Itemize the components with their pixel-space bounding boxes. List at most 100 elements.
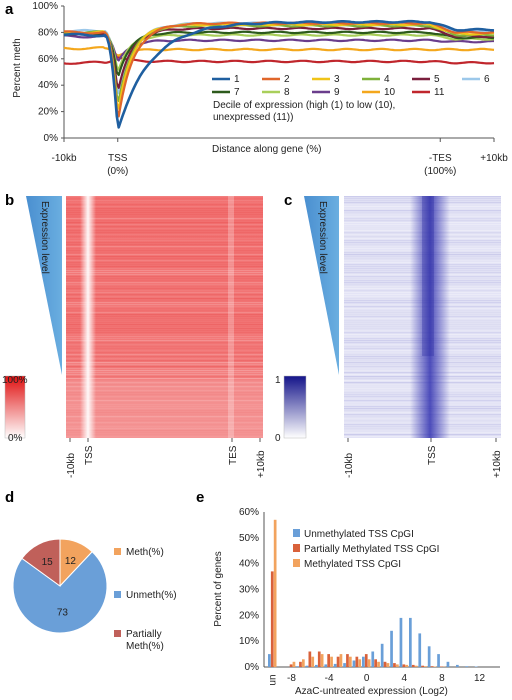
panel-e-bar bbox=[409, 617, 412, 667]
panel-a-plot bbox=[63, 6, 495, 142]
panel-e-ytick: 30% bbox=[239, 585, 259, 596]
panel-a-legend-label: 3 bbox=[334, 74, 340, 85]
panel-e-bar bbox=[339, 654, 343, 667]
panel-e-ytick: 20% bbox=[239, 610, 259, 621]
panel-e-bar bbox=[465, 666, 469, 667]
panel-e-bar bbox=[273, 519, 277, 668]
panel-e-xtick: -4 bbox=[325, 673, 334, 684]
panel-e-bar bbox=[270, 571, 274, 667]
panel-a-xlabel: Distance along gene (%) bbox=[212, 144, 322, 155]
panel-a-legend-label: 10 bbox=[384, 87, 396, 98]
panel-a-legend-label: 5 bbox=[434, 74, 440, 85]
panel-a-legend-label: 1 bbox=[234, 74, 240, 85]
panel-b-xtick-1: -10kb bbox=[66, 453, 77, 478]
panel-e-bar bbox=[364, 654, 368, 667]
panel-a-ylabel: Percent meth bbox=[12, 38, 23, 97]
panel-b-scale-min: 0% bbox=[8, 433, 23, 444]
panel-e-bar bbox=[355, 656, 359, 667]
panel-e-bar bbox=[396, 664, 399, 667]
panel-e-bar bbox=[405, 664, 409, 667]
panel-label-c: c bbox=[284, 192, 292, 209]
panel-a-ytick: 40% bbox=[38, 80, 58, 91]
panel-e-bar bbox=[424, 666, 427, 667]
panel-e-bar bbox=[399, 617, 403, 667]
panel-a-series-line-11 bbox=[63, 55, 495, 65]
panel-a-xtick: +10kb bbox=[480, 153, 508, 164]
panel-b-tes-band bbox=[228, 196, 234, 438]
panel-e-bar bbox=[327, 654, 330, 667]
panel-e-bar bbox=[402, 664, 406, 667]
panel-a-legend: 1 2 3 4 5 6 7 8 9 10 11 bbox=[212, 74, 490, 98]
panel-e-xtick: un bbox=[268, 674, 279, 685]
panel-e-bar bbox=[336, 656, 340, 667]
panel-e-bar bbox=[393, 663, 396, 667]
panel-a-legend-label: 2 bbox=[284, 74, 290, 85]
panel-d-pie: 12 73 15 bbox=[12, 538, 108, 634]
panel-d-slice bbox=[12, 551, 108, 634]
panel-a-xtick-sub: (100%) bbox=[424, 166, 456, 177]
panel-e-bar bbox=[320, 654, 324, 667]
panel-d-slice-label: 12 bbox=[65, 556, 77, 567]
panel-e-legend-label: Unmethylated TSS CpGI bbox=[304, 529, 414, 540]
panel-c-tss-band bbox=[410, 196, 450, 438]
panel-b-xtick-3: TES bbox=[228, 445, 239, 465]
panel-c-scale-max: 1 bbox=[275, 375, 281, 386]
panel-e-ytick: 50% bbox=[239, 533, 259, 544]
panel-a-ytick: 60% bbox=[38, 54, 58, 65]
panel-a-series-line-7 bbox=[63, 30, 495, 77]
panel-a-legend-caption-2: unexpressed (11)) bbox=[213, 112, 293, 123]
panel-e-bar bbox=[421, 665, 424, 667]
panel-a-series-line-3 bbox=[63, 22, 495, 110]
panel-e-legend-swatch bbox=[293, 529, 300, 537]
panel-e-bar bbox=[311, 656, 315, 667]
panel-a-ytick: 0% bbox=[44, 133, 59, 144]
panel-e-bar bbox=[292, 661, 296, 667]
panel-b-color-scale bbox=[4, 375, 26, 439]
panel-e-bar bbox=[352, 660, 356, 667]
panel-a-series-lines bbox=[63, 19, 495, 129]
panel-a-legend-label: 7 bbox=[234, 87, 240, 98]
panel-b-heatmap bbox=[66, 196, 263, 438]
panel-d-legend-swatch bbox=[114, 630, 121, 637]
panel-e-ylabel: Percent of genes bbox=[213, 551, 224, 627]
panel-label-b: b bbox=[5, 192, 14, 209]
panel-e-bar bbox=[371, 651, 375, 667]
panel-e-bar bbox=[456, 664, 459, 667]
panel-e-bar bbox=[302, 659, 305, 668]
panel-a-yticks: 0% 20% 40% 60% 80% 100% bbox=[32, 1, 64, 144]
panel-e-legend-label: Methylated TSS CpGI bbox=[304, 559, 401, 570]
panel-label-d: d bbox=[5, 489, 14, 506]
panel-e-bar bbox=[411, 664, 415, 667]
panel-c-heatmap bbox=[344, 196, 501, 438]
panel-e-bar bbox=[383, 661, 387, 667]
panel-e-xtick: -8 bbox=[287, 673, 296, 684]
panel-e-xtick: 8 bbox=[439, 673, 445, 684]
panel-e-xtick: 12 bbox=[474, 673, 486, 684]
panel-e-bar bbox=[315, 664, 318, 667]
panel-e-bar bbox=[440, 666, 443, 667]
panel-e-xlabel: AzaC-untreated expression (Log2) bbox=[295, 686, 448, 697]
panel-e-bar bbox=[362, 656, 365, 667]
panel-a-legend-label: 8 bbox=[284, 87, 290, 98]
panel-a-legend-label: 6 bbox=[484, 74, 490, 85]
panel-e-bar bbox=[374, 659, 377, 668]
panel-e-bar bbox=[289, 664, 293, 667]
panel-a-series-line-1 bbox=[63, 19, 495, 129]
panel-e-ytick: 40% bbox=[239, 559, 259, 570]
panel-e-bar bbox=[346, 654, 349, 667]
panel-e-ytick: 60% bbox=[239, 507, 259, 518]
panel-e-bar bbox=[296, 666, 299, 667]
panel-e-bars bbox=[268, 519, 478, 668]
panel-e-bar bbox=[437, 654, 440, 667]
panel-d-legend-label: Unmeth(%) bbox=[126, 590, 177, 601]
panel-c-xtick-2: TSS bbox=[427, 445, 438, 465]
panel-b-scale-max: 100% bbox=[2, 375, 28, 386]
panel-e-bar bbox=[367, 659, 371, 668]
panel-b-xtick-2: TSS bbox=[84, 445, 95, 465]
panel-d-slice-label: 73 bbox=[57, 608, 69, 619]
panel-d-slice-label: 15 bbox=[42, 557, 54, 568]
panel-e-ytick: 10% bbox=[239, 636, 259, 647]
panel-d-legend-label: Meth(%) bbox=[126, 641, 164, 652]
panel-e-bar bbox=[380, 643, 384, 668]
